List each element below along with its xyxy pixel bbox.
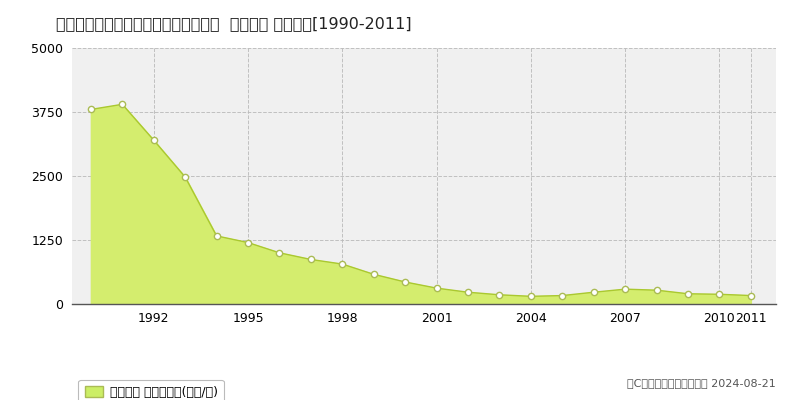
Text: （C）土地価格ドットコム 2024-08-21: （C）土地価格ドットコム 2024-08-21: [627, 378, 776, 388]
Text: 大阪府大阪市中央区本町橋３６番１外  地価公示 地価推移[1990-2011]: 大阪府大阪市中央区本町橋３６番１外 地価公示 地価推移[1990-2011]: [56, 16, 412, 31]
Legend: 地価公示 平均嵪単価(万円/嵪): 地価公示 平均嵪単価(万円/嵪): [78, 380, 224, 400]
